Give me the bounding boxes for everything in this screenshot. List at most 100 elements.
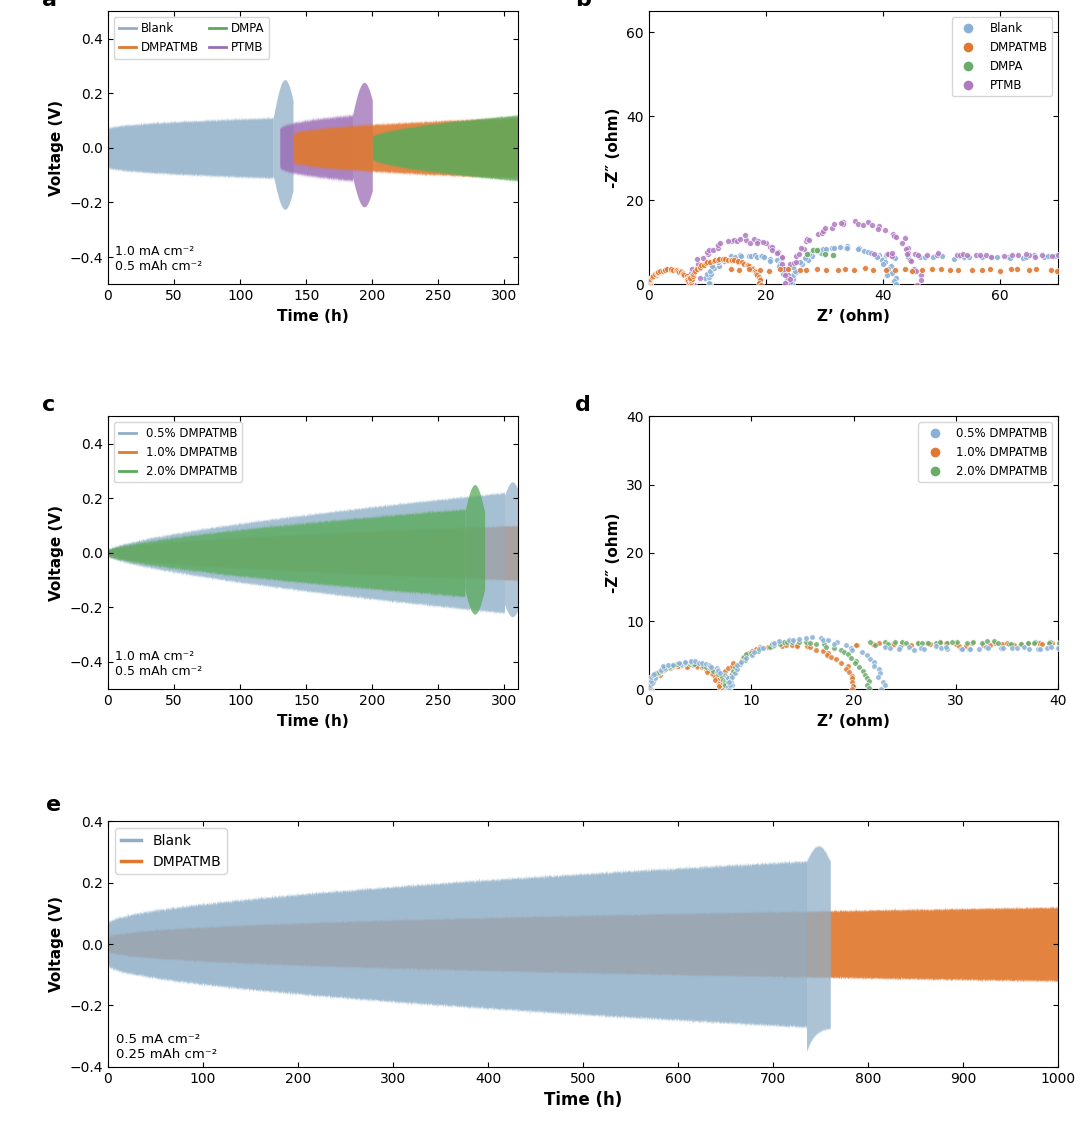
Point: [701, 275, 718, 293]
Point: [843, 673, 861, 691]
Point: [916, 249, 933, 267]
Point: [862, 633, 879, 651]
Point: [815, 636, 833, 654]
Point: [688, 250, 705, 268]
Point: [649, 262, 666, 280]
Point: [958, 246, 975, 264]
Point: [647, 669, 664, 687]
Point: [658, 260, 675, 278]
Point: [802, 246, 820, 264]
Point: [953, 640, 970, 658]
Point: [961, 247, 978, 266]
Point: [1035, 247, 1052, 266]
Point: [951, 246, 969, 264]
Point: [918, 246, 935, 264]
Point: [719, 670, 737, 688]
Text: d: d: [575, 395, 591, 414]
Point: [893, 636, 910, 654]
Point: [716, 250, 733, 268]
Point: [847, 654, 864, 672]
Point: [842, 639, 860, 657]
Point: [955, 245, 972, 263]
Point: [1028, 260, 1045, 278]
Point: [691, 269, 708, 287]
Point: [670, 657, 687, 675]
Point: [650, 663, 667, 681]
Point: [661, 658, 678, 676]
Point: [809, 242, 826, 260]
Point: [775, 260, 793, 278]
Point: [643, 680, 660, 698]
Point: [759, 638, 777, 656]
Point: [882, 247, 900, 266]
Point: [702, 662, 719, 680]
Point: [730, 261, 747, 279]
Point: [959, 633, 976, 651]
Point: [1009, 260, 1026, 278]
Point: [1017, 247, 1035, 266]
Point: [798, 245, 815, 263]
Point: [642, 676, 659, 695]
Point: [909, 246, 927, 264]
Point: [705, 259, 723, 277]
Point: [1026, 632, 1043, 650]
Point: [657, 659, 674, 678]
Text: 1.0 mA cm⁻²
0.5 mAh cm⁻²: 1.0 mA cm⁻² 0.5 mAh cm⁻²: [114, 650, 202, 679]
Text: 0.5 mA cm⁻²
0.25 mAh cm⁻²: 0.5 mA cm⁻² 0.25 mAh cm⁻²: [116, 1033, 217, 1061]
Point: [708, 658, 726, 676]
Point: [723, 246, 740, 264]
Point: [909, 633, 927, 651]
Point: [644, 268, 661, 286]
Point: [818, 239, 835, 258]
Point: [865, 636, 882, 654]
Point: [683, 270, 700, 288]
Point: [928, 637, 945, 655]
Point: [1041, 633, 1058, 651]
Point: [762, 238, 780, 257]
Point: [1003, 639, 1021, 657]
Point: [793, 255, 810, 274]
Point: [720, 681, 738, 699]
Point: [773, 249, 791, 267]
Point: [732, 655, 750, 673]
Point: [753, 276, 770, 294]
Point: [835, 213, 852, 232]
Point: [645, 667, 662, 686]
Point: [887, 275, 904, 293]
Point: [723, 657, 740, 675]
Point: [743, 642, 760, 661]
Point: [843, 666, 861, 684]
Point: [865, 261, 882, 279]
Point: [993, 639, 1010, 657]
Point: [715, 673, 732, 691]
Point: [743, 260, 760, 278]
Point: [671, 654, 688, 672]
Point: [885, 225, 902, 243]
Point: [793, 239, 810, 258]
Point: [698, 253, 715, 271]
Point: [762, 242, 780, 260]
Point: [654, 657, 672, 675]
Point: [696, 255, 713, 274]
Point: [681, 276, 699, 294]
Point: [723, 250, 740, 268]
Point: [704, 665, 721, 683]
Point: [924, 247, 942, 266]
Point: [840, 663, 858, 681]
Point: [716, 672, 733, 690]
Point: [724, 249, 741, 267]
Point: [773, 637, 791, 655]
Point: [727, 249, 744, 267]
Point: [675, 266, 692, 284]
Point: [1029, 640, 1047, 658]
Point: [705, 662, 723, 680]
Point: [773, 247, 791, 266]
Point: [701, 268, 718, 286]
Point: [832, 238, 849, 257]
Point: [751, 274, 768, 292]
Point: [652, 662, 670, 680]
Point: [843, 680, 861, 698]
Point: [697, 655, 714, 673]
Point: [870, 217, 888, 235]
Point: [724, 665, 741, 683]
